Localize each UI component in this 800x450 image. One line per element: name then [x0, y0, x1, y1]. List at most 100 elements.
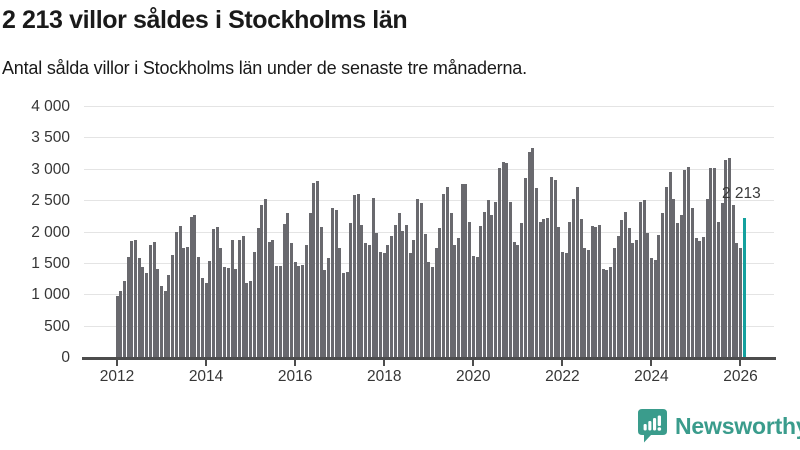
- bar: [393, 224, 397, 357]
- bar: [494, 201, 498, 357]
- x-axis-tick-label: 2024: [634, 368, 669, 385]
- bar: [661, 213, 665, 357]
- bar: [497, 168, 501, 357]
- bar: [289, 243, 293, 357]
- y-axis-labels: 0 500 1 000 1 500 2 000 2 500 3 000 3 500 4 000: [0, 0, 70, 450]
- bar: [471, 255, 475, 357]
- x-axis-tick: [116, 360, 118, 366]
- bar: [286, 213, 290, 357]
- bar: [312, 182, 316, 357]
- bar: [609, 266, 613, 357]
- bar: [553, 180, 557, 357]
- bar: [330, 208, 334, 357]
- bar: [193, 214, 197, 357]
- bar: [315, 181, 319, 357]
- bar: [360, 224, 364, 357]
- bar: [449, 213, 453, 357]
- gridline: [84, 231, 774, 233]
- bar: [397, 213, 401, 357]
- bar: [334, 210, 338, 357]
- bar: [434, 247, 438, 357]
- x-axis-tick-label: 2016: [277, 368, 313, 385]
- x-axis-tick-label: 2012: [99, 368, 135, 385]
- bar: [650, 257, 654, 357]
- x-axis-tick: [383, 360, 386, 366]
- bar: [267, 241, 271, 357]
- bar: [148, 245, 152, 357]
- bar: [442, 194, 446, 357]
- bar: [167, 274, 171, 357]
- bar: [219, 248, 223, 357]
- bar: [119, 290, 123, 357]
- bar: [234, 269, 238, 357]
- y-axis-tick-label: 4 000: [31, 98, 70, 115]
- bar: [382, 252, 386, 357]
- gridline: [84, 137, 774, 139]
- bar: [356, 193, 360, 357]
- bar: [527, 151, 531, 357]
- bar: [646, 233, 650, 357]
- bar: [405, 224, 409, 357]
- bar: [475, 256, 479, 357]
- highlighted-bar-latest-period: [742, 218, 746, 357]
- bar: [375, 233, 379, 357]
- bar: [486, 200, 490, 357]
- bar: [282, 224, 286, 357]
- bar: [698, 240, 702, 357]
- x-axis-tick: [294, 360, 297, 366]
- bar: [308, 213, 312, 357]
- plot-area: 2012 2014 2016 2018 2020 2022 2024 2026 2 213: [82, 106, 776, 385]
- brand-name: Newsworthy: [675, 412, 800, 439]
- bar: [438, 228, 442, 357]
- bar: [453, 245, 457, 357]
- bar: [568, 221, 572, 357]
- bar: [468, 221, 472, 357]
- bar: [594, 226, 598, 357]
- bar: [401, 231, 405, 357]
- y-axis-tick-label: 1 000: [31, 286, 70, 304]
- bar: [182, 248, 186, 357]
- bar: [431, 266, 435, 357]
- bar: [189, 217, 193, 357]
- bar: [642, 200, 646, 357]
- x-axis-tick-label: 2020: [456, 368, 491, 385]
- bar: [664, 186, 668, 357]
- bar: [163, 290, 167, 357]
- bar: [200, 278, 204, 357]
- bar: [423, 234, 427, 357]
- bar: [223, 266, 227, 357]
- bar: [735, 243, 739, 357]
- y-axis-tick-label: 1 500: [31, 254, 70, 272]
- bar: [657, 234, 661, 357]
- bar: [160, 286, 164, 357]
- bar: [534, 187, 538, 357]
- bar: [263, 199, 267, 357]
- bar: [319, 226, 323, 357]
- bar: [564, 252, 568, 357]
- bar: [720, 203, 724, 357]
- bar: [345, 271, 349, 357]
- bar: [731, 205, 735, 357]
- bar: [271, 239, 275, 357]
- bar: [460, 183, 464, 357]
- bar: [482, 211, 486, 357]
- bar: [490, 215, 494, 357]
- bar: [379, 251, 383, 357]
- bar: [427, 261, 431, 357]
- bar: [304, 245, 308, 357]
- bar: [631, 243, 635, 357]
- bar: [445, 186, 449, 357]
- bar: [260, 204, 264, 357]
- bar: [713, 167, 717, 357]
- bar: [141, 266, 145, 357]
- bar: [676, 223, 679, 357]
- bar: [512, 241, 516, 357]
- bar: [215, 227, 219, 357]
- bar: [130, 241, 134, 357]
- newsworthy-logo-icon: [638, 409, 667, 443]
- y-axis-tick-label: 2 500: [31, 192, 70, 210]
- x-axis-tick: [650, 360, 653, 366]
- bar: [230, 240, 234, 357]
- bar: [572, 198, 576, 357]
- bar: [583, 248, 587, 357]
